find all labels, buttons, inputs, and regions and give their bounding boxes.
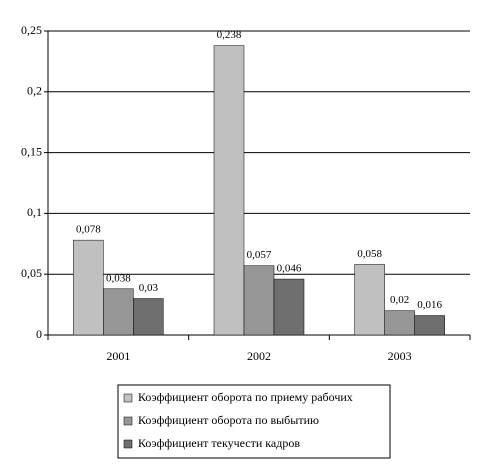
legend-swatch xyxy=(123,416,133,426)
bar xyxy=(73,239,104,336)
y-tick-label: 0,15 xyxy=(21,144,42,158)
y-tick-label: 0,25 xyxy=(21,23,42,37)
legend-swatch xyxy=(123,393,133,403)
legend-label: Коэффициент оборота по выбытию xyxy=(138,413,319,427)
value-label: 0,03 xyxy=(139,282,159,294)
bar xyxy=(354,264,385,336)
value-label: 0,058 xyxy=(357,248,382,260)
legend-label: Коэффициент текучести кадров xyxy=(138,436,300,450)
x-tick-label: 2003 xyxy=(388,349,412,363)
value-label: 0,057 xyxy=(247,249,272,261)
bar xyxy=(243,265,275,336)
bar xyxy=(133,298,164,336)
bar xyxy=(103,288,134,336)
x-tick-label: 2001 xyxy=(106,349,130,363)
value-label: 0,078 xyxy=(76,224,101,236)
y-tick-label: 0 xyxy=(36,327,42,341)
value-label: 0,238 xyxy=(217,29,242,41)
value-label: 0,02 xyxy=(390,294,409,306)
y-tick-label: 0,05 xyxy=(21,266,42,280)
x-tick-label: 2002 xyxy=(247,349,271,363)
bar xyxy=(414,315,445,336)
legend-label: Коэффициент оборота по приему рабочих xyxy=(138,390,353,404)
bar xyxy=(213,45,245,336)
value-label: 0,016 xyxy=(417,299,442,311)
legend-swatch xyxy=(123,439,133,449)
bar xyxy=(384,310,415,336)
value-label: 0,046 xyxy=(277,263,302,275)
bar xyxy=(273,278,305,336)
legend-box xyxy=(117,384,391,459)
y-tick-label: 0,2 xyxy=(27,84,42,98)
y-tick-label: 0,1 xyxy=(27,205,42,219)
value-label: 0,038 xyxy=(106,272,131,284)
